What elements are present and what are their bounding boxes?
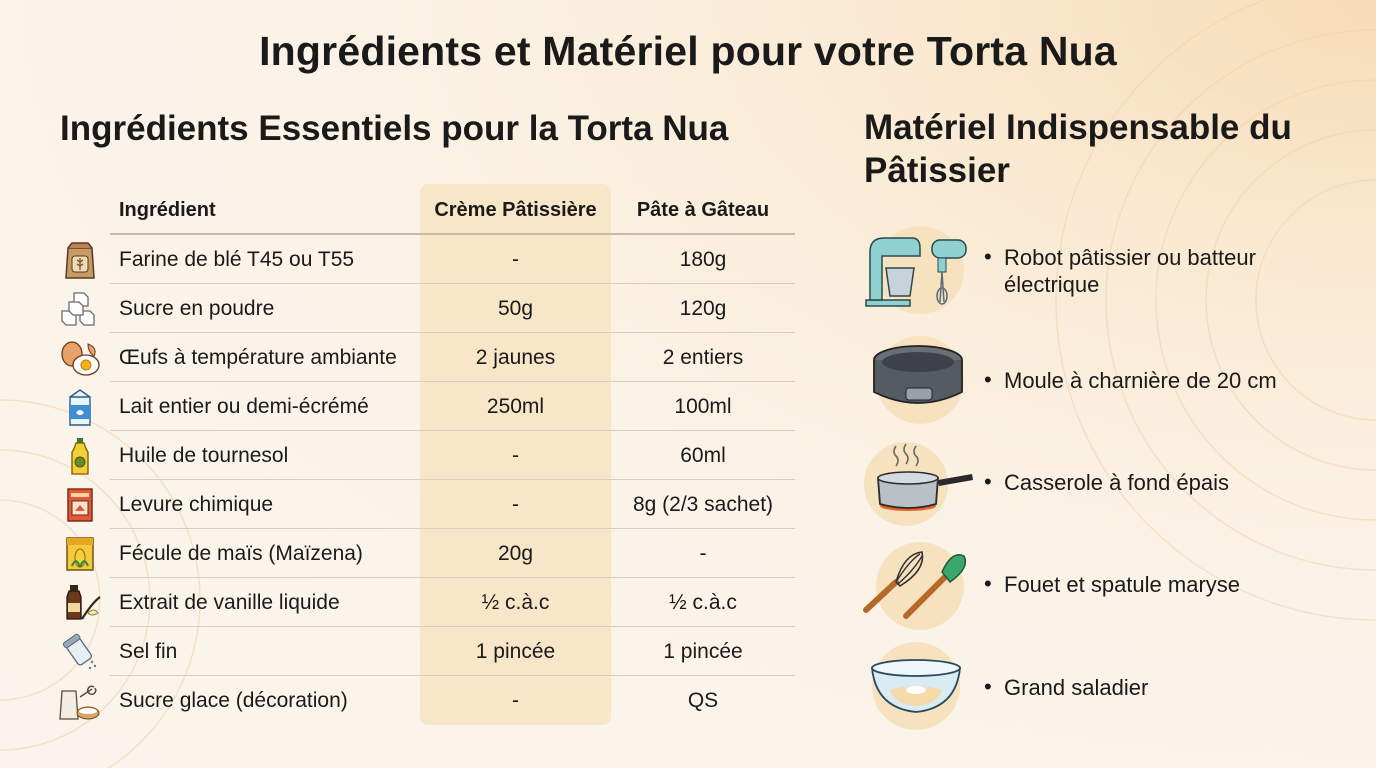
table-row: Fécule de maïs (Maïzena) 20g - xyxy=(58,529,795,578)
table-row: Extrait de vanille liquide ½ c.à.c ½ c.à… xyxy=(58,578,795,627)
creme-qty: - xyxy=(512,444,519,467)
creme-qty: 250ml xyxy=(486,395,545,418)
ingredient-name: Farine de blé T45 ou T55 xyxy=(119,248,355,271)
ingredient-name: Levure chimique xyxy=(119,493,274,516)
pate-qty: 100ml xyxy=(674,395,732,418)
equipment-label: Grand saladier xyxy=(1004,675,1149,700)
page-title: Ingrédients et Matériel pour votre Torta… xyxy=(259,28,1117,74)
flour-bag-icon xyxy=(58,240,102,280)
vanilla-extract-icon xyxy=(58,583,102,623)
table-row: Levure chimique - 8g (2/3 sachet) xyxy=(58,480,795,529)
header-creme: Crème Pâtissière xyxy=(434,199,597,221)
icing-sugar-icon xyxy=(58,681,102,721)
saucepan-icon xyxy=(860,434,978,534)
salt-shaker-icon xyxy=(58,632,102,672)
creme-qty: 50g xyxy=(497,297,534,320)
table-row: Sel fin 1 pincée 1 pincée xyxy=(58,627,795,676)
cornstarch-box-icon xyxy=(58,534,102,574)
table-row: Farine de blé T45 ou T55 - 180g xyxy=(58,235,795,284)
equipment-label: Fouet et spatule maryse xyxy=(1004,572,1241,597)
pate-qty: ½ c.à.c xyxy=(669,591,737,614)
table-row: Sucre glace (décoration) - QS xyxy=(58,676,795,725)
ingredient-name: Œufs à température ambiante xyxy=(119,346,397,369)
equipment-item: • Moule à charnière de 20 cm xyxy=(860,330,1340,430)
creme-column-highlight xyxy=(420,184,611,725)
equipment-label: Robot pâtissier ou batteur électrique xyxy=(1004,245,1256,297)
equipment-label: Casserole à fond épais xyxy=(1004,470,1230,495)
creme-qty: - xyxy=(512,248,519,271)
creme-qty: 1 pincée xyxy=(475,640,556,663)
header-ingredient: Ingrédient xyxy=(119,199,216,221)
baking-powder-icon xyxy=(58,485,102,525)
springform-pan-icon xyxy=(860,330,978,430)
equipment-label: Moule à charnière de 20 cm xyxy=(1004,368,1277,393)
ingredients-section-title: Ingrédients Essentiels pour la Torta Nua xyxy=(60,109,729,148)
sugar-cubes-icon xyxy=(58,289,102,329)
whisk-spatula-icon xyxy=(860,536,978,636)
table-row: Huile de tournesol - 60ml xyxy=(58,431,795,480)
creme-qty: 20g xyxy=(497,542,534,565)
eggs-icon xyxy=(58,338,102,378)
table-row: Lait entier ou demi-écrémé 250ml 100ml xyxy=(58,382,795,431)
table-row: Sucre en poudre 50g 120g xyxy=(58,284,795,333)
equipment-item: • Grand saladier xyxy=(860,638,1340,738)
equipment-item: • Robot pâtissier ou batteur électrique xyxy=(860,222,1340,322)
ingredient-name: Huile de tournesol xyxy=(119,444,289,467)
ingredient-name: Sucre en poudre xyxy=(119,297,275,320)
creme-qty: 2 jaunes xyxy=(475,346,556,369)
ingredient-name: Lait entier ou demi-écrémé xyxy=(119,395,369,418)
ingredient-name: Fécule de maïs (Maïzena) xyxy=(119,542,363,565)
equipment-item: • Casserole à fond épais xyxy=(860,434,1340,534)
pate-qty: - xyxy=(699,542,707,565)
equipment-section-title: Matériel Indispensable du Pâtissier xyxy=(864,108,1292,190)
ingredient-name: Sucre glace (décoration) xyxy=(119,689,348,712)
creme-qty: - xyxy=(512,689,519,712)
milk-carton-icon xyxy=(58,387,102,427)
mixing-bowl-icon xyxy=(860,638,978,738)
stand-mixer-icon xyxy=(860,222,978,322)
pate-qty: 1 pincée xyxy=(663,640,743,663)
pate-qty: 8g (2/3 sachet) xyxy=(632,493,774,516)
header-divider xyxy=(110,233,795,235)
ingredient-name: Sel fin xyxy=(119,640,178,663)
oil-bottle-icon xyxy=(58,436,102,476)
creme-qty: - xyxy=(512,493,519,516)
pate-qty: 180g xyxy=(679,248,727,271)
table-row: Œufs à température ambiante 2 jaunes 2 e… xyxy=(58,333,795,382)
equipment-item: • Fouet et spatule maryse xyxy=(860,536,1340,636)
pate-qty: 120g xyxy=(679,297,727,320)
pate-qty: 2 entiers xyxy=(662,346,744,369)
header-pate: Pâte à Gâteau xyxy=(636,199,770,221)
creme-qty: ½ c.à.c xyxy=(481,591,550,614)
ingredient-name: Extrait de vanille liquide xyxy=(119,591,340,614)
pate-qty: QS xyxy=(687,689,719,712)
pate-qty: 60ml xyxy=(680,444,726,467)
